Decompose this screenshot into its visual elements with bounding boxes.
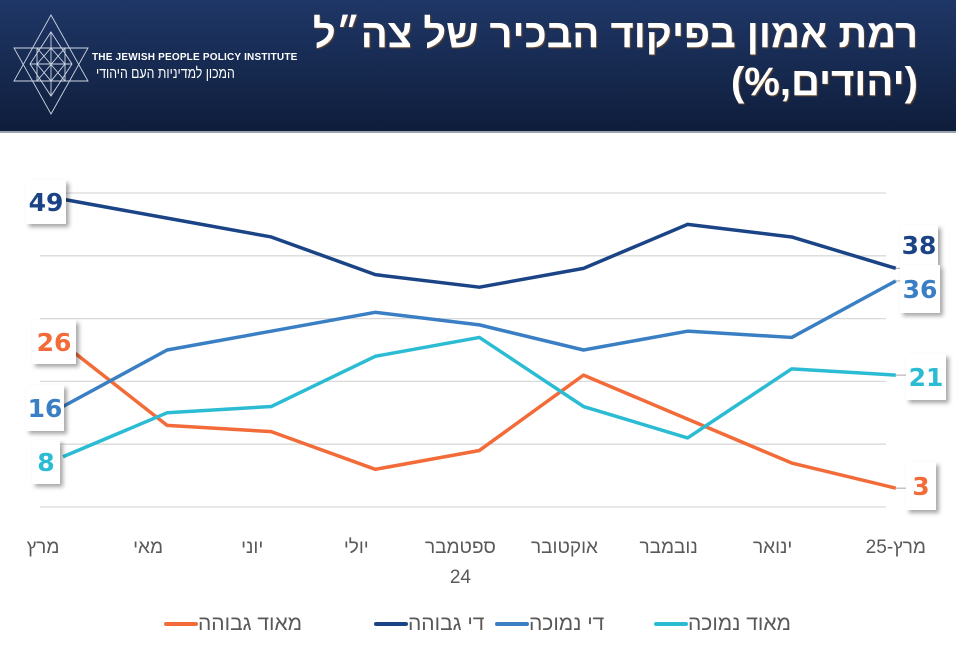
logo-text-hebrew: המכון למדיניות העם היהודי [96, 65, 235, 82]
legend-label: די נמוכה [529, 612, 605, 635]
line-chart: מרץ מאי יוני יולי ספטמבר 24 אוקטובר נובמבר ינואר… [26, 180, 946, 588]
legend-swatch-icon [495, 622, 529, 626]
data-label-start: 49 [26, 180, 66, 224]
series-line-3 [62, 335, 896, 459]
legend-swatch-icon [374, 622, 408, 626]
series-line-0 [61, 342, 897, 490]
logo-text-english: THE JEWISH PEOPLE POLICY INSTITUTE [92, 52, 298, 63]
data-label-end: 3 [895, 462, 936, 510]
x-tick-label: יוני [241, 537, 263, 558]
star-of-david-logo-icon [13, 14, 89, 115]
chart-title-line2: (יהודים,%) [730, 60, 918, 104]
legend-label: מאוד גבוהה [198, 612, 303, 635]
data-label-text: 49 [29, 188, 64, 217]
x-tick-label: אוקטובר [531, 537, 598, 558]
data-label-end: 36 [895, 265, 940, 313]
series-lines [61, 197, 897, 490]
x-tick-label: מאי [133, 537, 163, 558]
series-line-2 [62, 279, 897, 409]
data-label-end: 21 [895, 354, 946, 400]
data-label-text: 26 [37, 328, 72, 357]
x-tick-label: יולי [344, 537, 369, 558]
chart-title: רמת אמון בפיקוד הבכיר של צה״ל (יהודים,%) [313, 10, 918, 106]
x-tick-label: ינואר [753, 537, 792, 558]
gridlines [40, 192, 886, 508]
x-axis-labels: מרץ מאי יוני יולי ספטמבר 24 אוקטובר נובמבר ינואר… [27, 537, 926, 588]
legend-item: די נמוכה [493, 612, 604, 636]
legend-item: מאוד גבוהה [162, 612, 302, 636]
legend: מאוד גבוהה די גבוהה די נמוכה מאוד נמוכה [0, 612, 956, 642]
series-line-1 [62, 197, 897, 289]
data-labels: 49 26 16 8 38 36 21 3 [26, 180, 946, 510]
legend-label: די גבוהה [408, 612, 485, 635]
chart-title-line1: רמת אמון בפיקוד הבכיר של צה״ל [312, 12, 918, 56]
data-label-start: 26 [32, 320, 76, 364]
legend-label: מאוד נמוכה [688, 612, 791, 635]
data-label-text: 8 [37, 448, 54, 477]
data-label-text: 21 [909, 363, 944, 392]
x-tick-label: מרץ-25 [866, 537, 926, 558]
data-label-text: 3 [912, 472, 929, 501]
data-label-end: 38 [895, 225, 938, 269]
data-label-text: 36 [903, 275, 938, 304]
legend-item: מאוד נמוכה [652, 612, 791, 636]
legend-swatch-icon [164, 622, 198, 626]
data-label-text: 38 [902, 231, 937, 260]
header-banner: THE JEWISH PEOPLE POLICY INSTITUTE המכון… [0, 0, 956, 133]
legend-swatch-icon [654, 622, 688, 626]
x-tick-label: ספטמבר 24 [425, 537, 496, 588]
data-label-start: 8 [32, 440, 60, 484]
data-label-text: 16 [28, 394, 63, 423]
x-tick-label: מרץ [27, 537, 60, 558]
data-label-start: 16 [26, 385, 64, 431]
x-tick-label: נובמבר [639, 537, 697, 558]
legend-item: די גבוהה [372, 612, 484, 636]
